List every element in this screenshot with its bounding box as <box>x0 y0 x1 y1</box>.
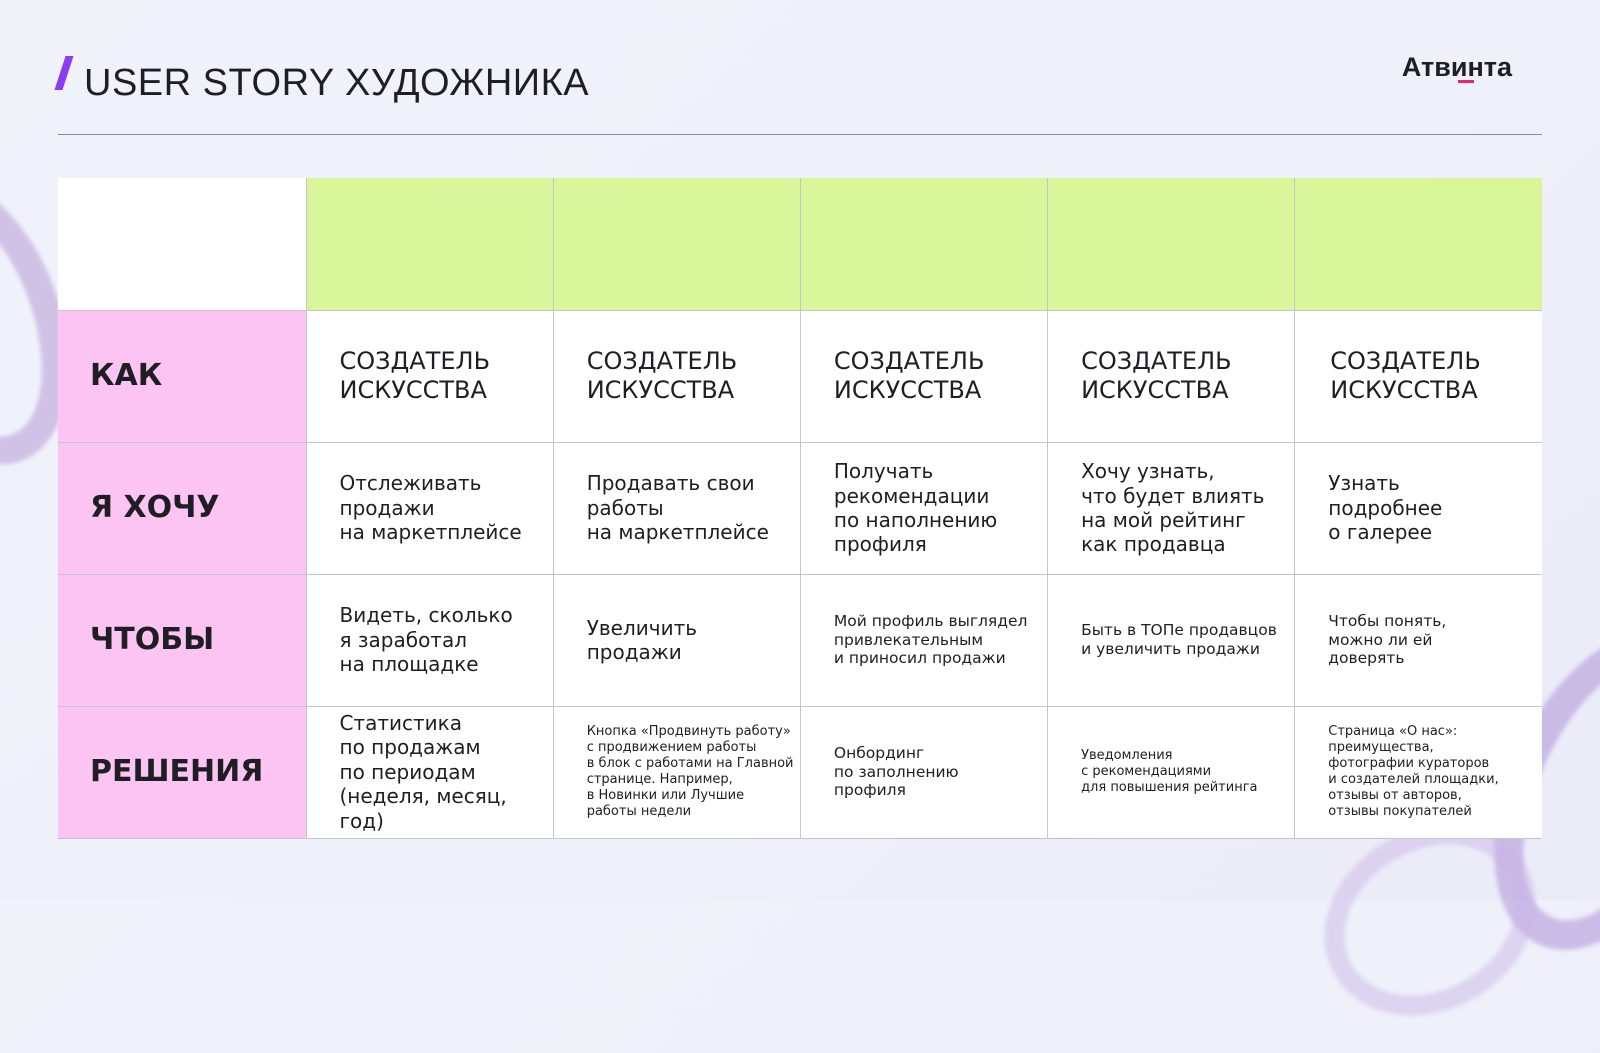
table-cell: Хочу узнать, что будет влиять на мой рей… <box>1047 441 1296 575</box>
table-row: КАК СОЗДАТЕЛЬ ИСКУССТВА СОЗДАТЕЛЬ ИСКУССТВ… <box>58 310 1542 443</box>
table-cell: СОЗДАТЕЛЬ ИСКУССТВА <box>552 310 801 443</box>
table-cell: Видеть, сколько я заработал на площадке <box>305 573 554 707</box>
table-row: РЕШЕНИЯ Статистика по продажам по периода… <box>58 705 1542 839</box>
table-cell: Уведомления с рекомендациями для повышен… <box>1047 705 1296 839</box>
table-cell: Онбординг по заполнению профиля <box>799 705 1049 839</box>
table-cell: Получать рекомендации по наполнению проф… <box>799 441 1049 575</box>
divider <box>58 134 1542 135</box>
table-cell: Продавать свои работы на маркетплейсе <box>552 441 801 575</box>
row-label: РЕШЕНИЯ <box>58 705 307 839</box>
logo: Атвинта <box>1401 52 1512 82</box>
table-cell: Статистика по продажам по периодам (неде… <box>305 705 554 839</box>
table-cell: СОЗДАТЕЛЬ ИСКУССТВА <box>799 310 1049 443</box>
table-row: Я ХОЧУ Отслеживать продажи на маркетплейс… <box>58 441 1542 575</box>
header-cell <box>305 178 554 311</box>
table-cell: СОЗДАТЕЛЬ ИСКУССТВА <box>1294 310 1542 443</box>
table-cell: Мой профиль выглядел привлекательным и п… <box>799 573 1049 707</box>
header-cell <box>552 178 801 311</box>
page-title: USER STORY ХУДОЖНИКА <box>84 62 590 104</box>
header-cell <box>1294 178 1542 311</box>
accent-slash-icon <box>54 56 74 90</box>
header-cell <box>799 178 1049 311</box>
header-cell <box>58 178 307 311</box>
row-label: ЧТОБЫ <box>58 573 307 707</box>
table-cell: Кнопка «Продвинуть работу» с продвижение… <box>552 705 801 839</box>
table-cell: Чтобы понять, можно ли ей доверять <box>1294 573 1542 707</box>
table-cell: СОЗДАТЕЛЬ ИСКУССТВА <box>1047 310 1296 443</box>
table-cell: Узнать подробнее о галерее <box>1294 441 1542 575</box>
table-header-row <box>58 178 1542 311</box>
user-story-table: КАК СОЗДАТЕЛЬ ИСКУССТВА СОЗДАТЕЛЬ ИСКУССТВ… <box>58 178 1542 839</box>
table-cell: Увеличить продажи <box>552 573 801 707</box>
table-cell: СОЗДАТЕЛЬ ИСКУССТВА <box>305 310 554 443</box>
row-label: КАК <box>58 310 307 443</box>
row-label: Я ХОЧУ <box>58 441 307 575</box>
table-cell: Отслеживать продажи на маркетплейсе <box>305 441 554 575</box>
logo-underline <box>1458 80 1474 83</box>
table-cell: Быть в ТОПе продавцов и увеличить продаж… <box>1047 573 1296 707</box>
header-cell <box>1047 178 1296 311</box>
table-cell: Страница «О нас»: преимущества, фотограф… <box>1294 705 1542 839</box>
table-row: ЧТОБЫ Видеть, сколько я заработал на площ… <box>58 573 1542 707</box>
